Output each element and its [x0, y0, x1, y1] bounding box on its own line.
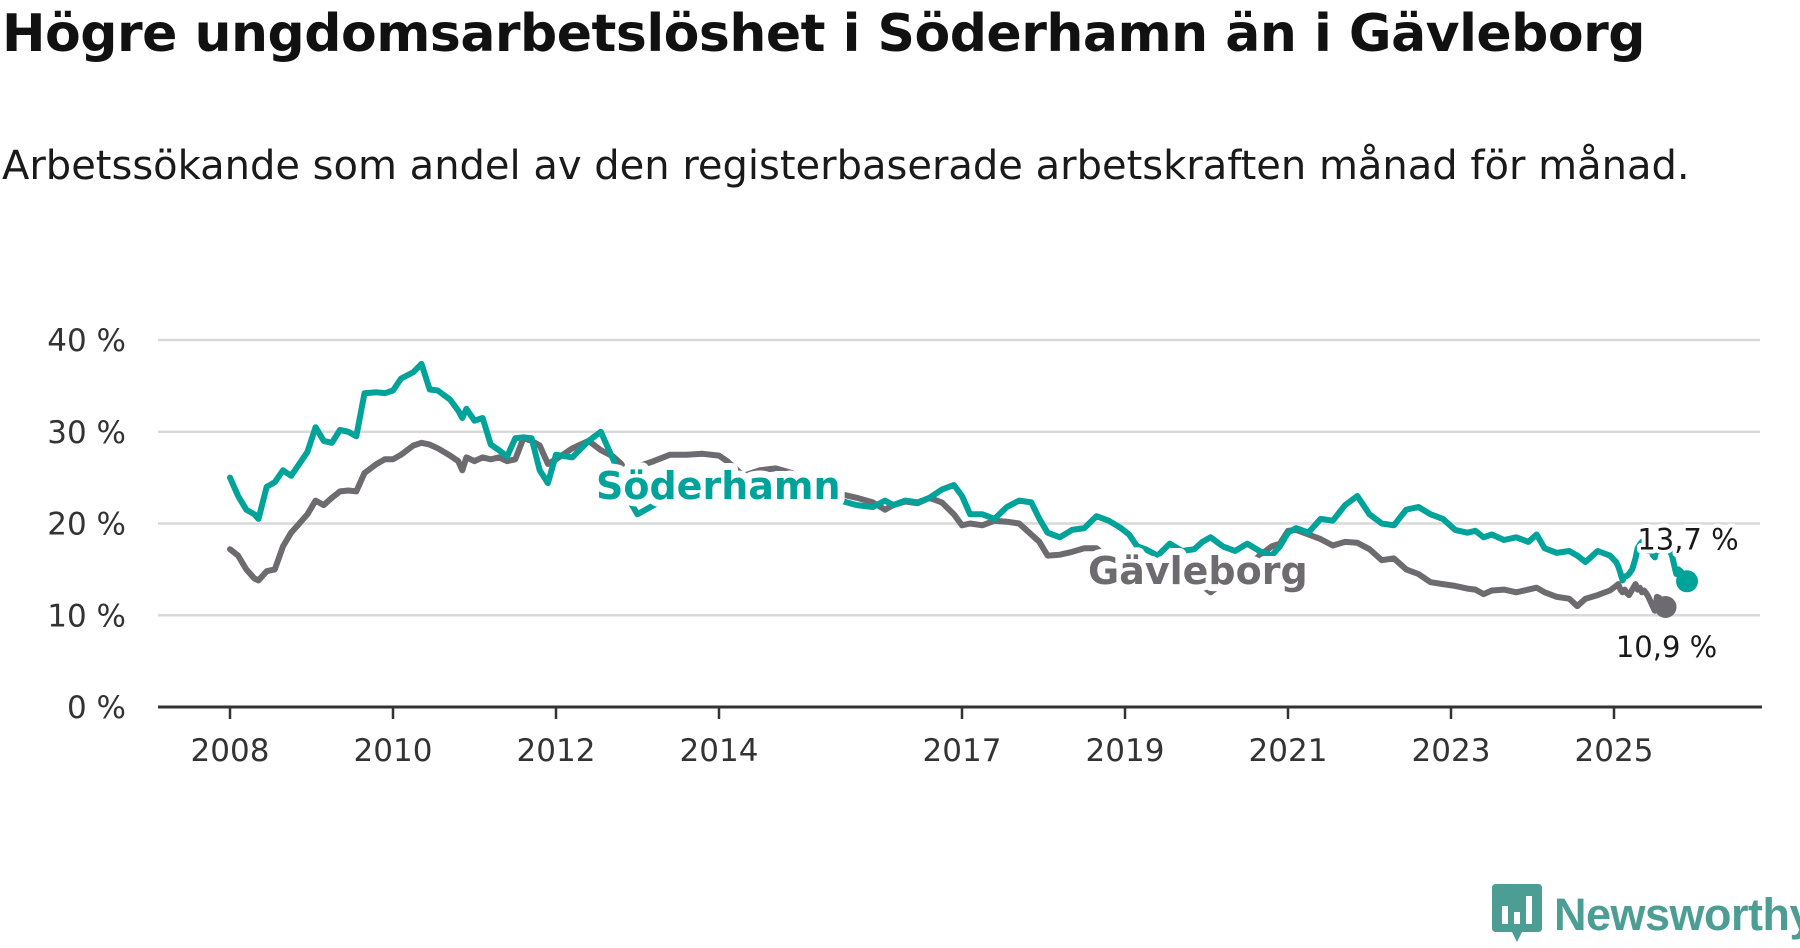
x-tick-label: 2008 [191, 733, 270, 769]
series-end-point [1654, 595, 1677, 618]
series-label: Gävleborg [1088, 549, 1308, 593]
series-label: Söderhamn [596, 464, 841, 508]
y-tick-label: 20 % [47, 507, 126, 543]
y-tick-label: 30 % [47, 415, 126, 451]
x-tick-label: 2010 [354, 733, 433, 769]
series-label-halo: Söderhamn [596, 464, 841, 508]
bar-chart-icon [1492, 884, 1542, 946]
end-value-label: 10,9 % [1616, 630, 1717, 664]
chart-subtitle: Arbetssökande som andel av den registerb… [2, 143, 1690, 189]
x-tick-label: 2021 [1249, 733, 1328, 769]
series-line-g-vleborg [227, 435, 1669, 614]
series-group [227, 360, 1698, 618]
end-value-label: 13,7 % [1637, 522, 1738, 556]
gridlines [158, 338, 1760, 617]
series-end-point [1676, 570, 1698, 593]
x-axis: 2008 2010 2012 2014 2017 2019 2021 2023 2025 [158, 705, 1762, 769]
end-value-label-halo: 10,9 % [1616, 630, 1717, 664]
brand-name: Newsworthy [1554, 889, 1800, 940]
x-tick-label: 2012 [517, 733, 596, 769]
x-tick-label: 2023 [1412, 733, 1491, 769]
y-tick-label: 10 % [47, 598, 126, 634]
series-line-s-derhamn [227, 360, 1690, 585]
x-tick-label: 2017 [923, 733, 1002, 769]
x-tick-label: 2014 [680, 733, 759, 769]
y-tick-label: 0 % [67, 690, 126, 726]
x-tick-label: 2019 [1086, 733, 1165, 769]
newsworthy-logo: Newsworthy [1492, 884, 1800, 946]
y-tick-label: 40 % [47, 323, 126, 359]
end-value-label-halo: 13,7 % [1637, 522, 1738, 556]
chart-title: Högre ungdomsarbetslöshet i Söderhamn än… [2, 4, 1645, 64]
y-axis: 0 % 10 % 20 % 30 % 40 % [47, 323, 126, 726]
series-label-halo: Gävleborg [1088, 549, 1308, 593]
x-tick-label: 2025 [1575, 733, 1654, 769]
